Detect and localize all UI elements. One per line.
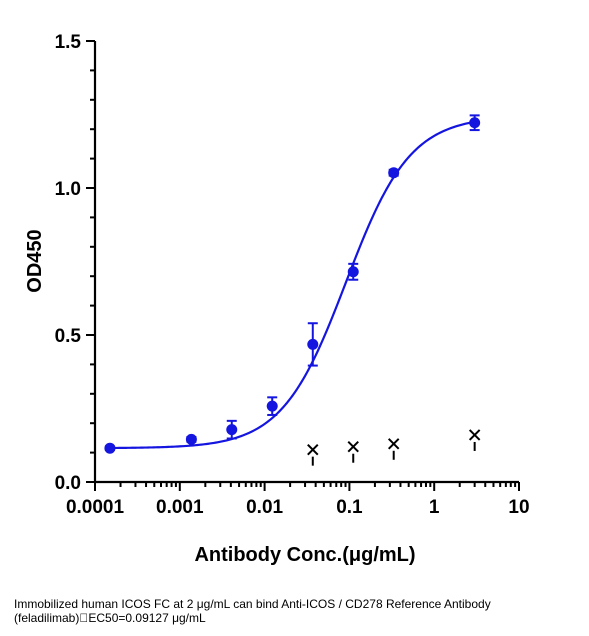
error-bars-layer xyxy=(104,114,480,451)
x-tick-label: 0.0001 xyxy=(66,497,125,518)
figure-caption: Immobilized human ICOS FC at 2 μg/mL can… xyxy=(14,597,579,625)
outlier-marker xyxy=(468,429,481,451)
fit-curve xyxy=(109,120,475,450)
x-axis-title: Antibody Conc.(μg/mL) xyxy=(194,544,415,566)
data-point xyxy=(307,338,319,350)
ticks-layer: 0.0001 0.001 0.01 0.1 1 10 0.0 0.5 1.0 1.5 xyxy=(55,32,530,518)
data-point xyxy=(185,433,197,445)
outlier-marker xyxy=(387,438,400,460)
caption-line-2: (feladilimab) EC50=0.09127 μg/mL xyxy=(14,611,206,625)
outlier-markers-layer xyxy=(307,429,481,466)
data-point xyxy=(266,400,278,412)
x-tick-label: 0.1 xyxy=(336,497,363,518)
y-tick-label: 0.5 xyxy=(55,326,82,347)
data-point xyxy=(104,442,116,454)
data-point xyxy=(469,117,481,129)
data-points-layer xyxy=(104,117,481,454)
fit-curve-layer xyxy=(109,120,475,450)
caption-line-1: Immobilized human ICOS FC at 2 μg/mL can… xyxy=(14,597,491,611)
outlier-marker xyxy=(307,443,319,466)
x-tick-label: 10 xyxy=(508,497,529,518)
chart: 0.0001 0.001 0.01 0.1 1 10 0.0 0.5 1.0 1.5 Antibo… xyxy=(24,32,530,566)
data-point xyxy=(388,167,400,179)
y-tick-label: 0.0 xyxy=(55,473,81,494)
y-tick-label: 1.5 xyxy=(55,32,82,53)
x-tick-label: 1 xyxy=(429,497,440,518)
outlier-marker xyxy=(347,441,359,463)
x-tick-label: 0.001 xyxy=(156,497,204,518)
y-axis-title: OD450 xyxy=(24,229,46,292)
data-point xyxy=(226,424,238,436)
y-tick-label: 1.0 xyxy=(55,179,81,200)
axes-layer xyxy=(93,41,519,484)
data-point xyxy=(347,266,359,278)
x-tick-label: 0.01 xyxy=(246,497,283,518)
